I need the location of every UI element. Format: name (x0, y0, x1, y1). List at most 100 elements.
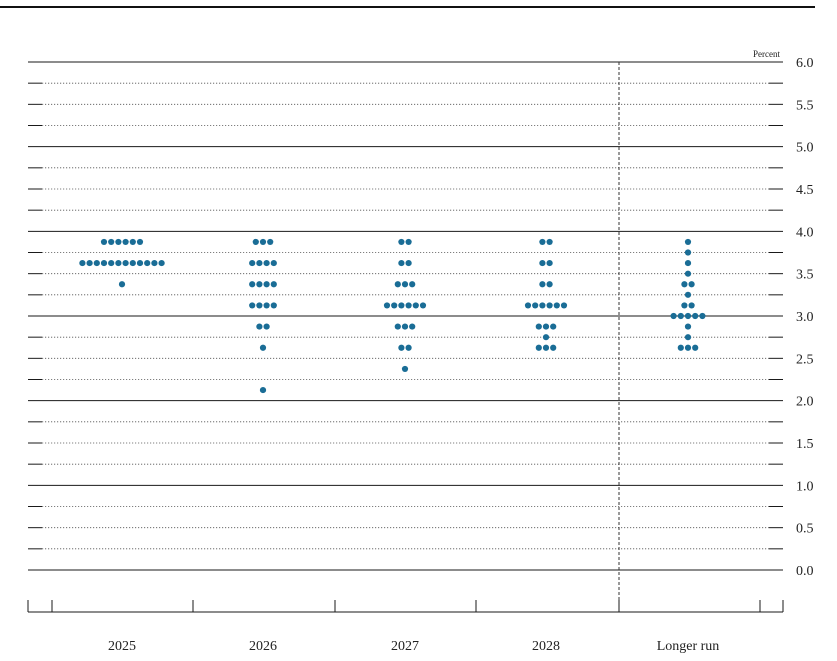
dot-point (256, 259, 263, 267)
dot-point (546, 238, 553, 246)
category-label: 2025 (108, 639, 136, 654)
y-tick-label: 6.0 (796, 56, 814, 71)
dot-point (263, 259, 270, 267)
dot-point (108, 238, 115, 246)
dot-point (115, 238, 122, 246)
dot-point (263, 302, 270, 309)
dot-point (391, 302, 398, 309)
dot-point (535, 344, 542, 351)
dot-point (684, 323, 692, 330)
dot-point (539, 238, 546, 246)
dot-point (532, 302, 539, 309)
dot-point (681, 281, 688, 288)
dot-point (560, 302, 568, 309)
dot-point (115, 259, 122, 267)
dot-point (394, 281, 401, 288)
y-tick-label: 2.5 (796, 352, 814, 367)
y-tick-label: 4.0 (796, 225, 814, 240)
dot-point (100, 259, 108, 267)
dot-point (688, 302, 695, 309)
dot-point (122, 259, 129, 267)
dot-point (93, 259, 100, 267)
y-tick-label: 1.5 (796, 437, 814, 452)
dot-point (542, 334, 550, 341)
dot-point (259, 238, 267, 246)
dot-point (259, 344, 267, 351)
dot-point (263, 281, 270, 288)
dot-point (270, 302, 277, 309)
dot-point (256, 323, 263, 330)
dot-point (684, 270, 692, 277)
dot-point (684, 334, 692, 341)
dot-point (405, 302, 412, 309)
dot-point (546, 302, 553, 309)
dot-point (692, 344, 699, 351)
dot-point (405, 344, 412, 351)
dot-point (539, 281, 546, 288)
dot-point (79, 259, 86, 267)
y-tick-label: 1.0 (796, 479, 814, 494)
dot-point (550, 344, 557, 351)
y-tick-label: 2.0 (796, 395, 814, 410)
dot-point (409, 323, 416, 330)
dot-point (249, 259, 256, 267)
dot-point (249, 281, 256, 288)
y-tick-labels: 6.0 5.5 5.0 4.5 4.0 3.5 3.0 2.5 2.0 1.5 1.0 0.5 0.0 (796, 56, 814, 579)
y-tick-label: 4.5 (796, 183, 814, 198)
dot-point (409, 281, 416, 288)
y-tick-label: 0.0 (796, 564, 814, 579)
dot-point (684, 259, 692, 267)
y-tick-label: 5.5 (796, 98, 814, 113)
dot-point (129, 259, 136, 267)
dot-point (670, 312, 677, 320)
dot-point (401, 281, 409, 288)
dot-point (86, 259, 93, 267)
dot-point (546, 259, 553, 267)
dot-point (401, 323, 409, 330)
dot-point (267, 238, 274, 246)
dot-point (398, 344, 405, 351)
dot-point (405, 259, 412, 267)
dot-point (539, 302, 546, 309)
dot-point (684, 238, 692, 246)
dot-point (398, 238, 405, 246)
dot-point (398, 302, 405, 309)
dot-point (259, 386, 267, 394)
dot-point (539, 259, 546, 267)
category-label: 2026 (249, 639, 277, 654)
dot-point (270, 281, 277, 288)
dot-point (108, 259, 115, 267)
dot-point (677, 344, 684, 351)
dot-point (129, 238, 136, 246)
x-axis (27, 600, 784, 613)
dot-point (158, 259, 165, 267)
dot-point (546, 281, 553, 288)
dot-point (542, 344, 550, 351)
dot-point (699, 312, 706, 320)
dot-point (677, 312, 684, 320)
dots-layer (79, 238, 706, 394)
dot-point (249, 302, 256, 309)
dot-point (535, 323, 542, 330)
dot-point (553, 302, 560, 309)
dot-point (256, 302, 263, 309)
dot-point (684, 344, 692, 351)
dot-point (263, 323, 270, 330)
dot-point (688, 281, 695, 288)
dot-point (144, 259, 151, 267)
dot-point (419, 302, 427, 309)
y-tick-label: 3.5 (796, 268, 814, 283)
unit-label: Percent (753, 49, 780, 59)
dot-point (136, 259, 144, 267)
category-label: 2028 (532, 639, 560, 654)
category-label: Longer run (657, 639, 720, 654)
dot-point (122, 238, 129, 246)
dot-point (550, 323, 557, 330)
dot-point (256, 281, 263, 288)
dot-point (412, 302, 419, 309)
dot-point (401, 365, 409, 373)
y-tick-label: 0.5 (796, 522, 814, 537)
dot-point (151, 259, 158, 267)
dot-point (684, 291, 692, 298)
dot-point (405, 238, 412, 246)
